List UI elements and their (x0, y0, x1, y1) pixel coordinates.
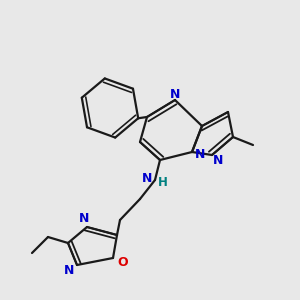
Text: N: N (79, 212, 89, 226)
Text: N: N (142, 172, 152, 184)
Text: N: N (170, 88, 180, 101)
Text: H: H (158, 176, 168, 190)
Text: O: O (118, 256, 128, 269)
Text: N: N (195, 148, 205, 160)
Text: N: N (64, 263, 74, 277)
Text: N: N (213, 154, 223, 167)
